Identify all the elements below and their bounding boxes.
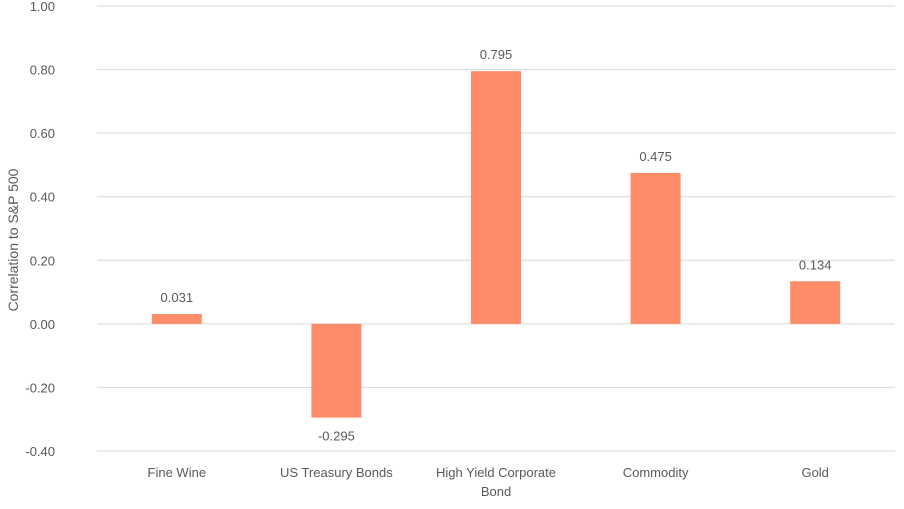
y-tick-label: 1.00 — [30, 0, 55, 14]
bar — [630, 172, 681, 324]
data-labels: 0.031 -0.295 0.795 0.475 0.134 — [161, 47, 832, 443]
x-tick-label: Commodity — [623, 465, 689, 480]
data-label: 0.031 — [161, 290, 194, 305]
data-label: -0.295 — [318, 429, 355, 444]
y-tick-label: 0.40 — [30, 190, 55, 205]
y-tick-label: -0.40 — [25, 444, 55, 459]
y-tick-label: 0.00 — [30, 317, 55, 332]
data-label: 0.475 — [639, 149, 672, 164]
y-axis-ticks: -0.40 -0.20 0.00 0.20 0.40 0.60 0.80 1.00 — [25, 0, 55, 459]
x-tick-label: Bond — [481, 484, 511, 499]
x-tick-label: Gold — [801, 465, 828, 480]
data-label: 0.795 — [480, 47, 513, 62]
x-tick-label: US Treasury Bonds — [280, 465, 393, 480]
y-tick-label: 0.80 — [30, 63, 55, 78]
y-axis-label: Correlation to S&P 500 — [5, 168, 21, 311]
y-tick-label: 0.20 — [30, 253, 55, 268]
y-tick-label: 0.60 — [30, 126, 55, 141]
bar — [151, 314, 202, 324]
x-tick-label: High Yield Corporate — [436, 465, 556, 480]
x-axis-ticks: Fine Wine US Treasury Bonds High Yield Cor… — [148, 465, 829, 499]
bar — [790, 281, 841, 324]
x-tick-label: Fine Wine — [148, 465, 207, 480]
y-tick-label: -0.20 — [25, 380, 55, 395]
bar — [311, 323, 362, 418]
bar — [471, 71, 521, 324]
data-label: 0.134 — [799, 257, 832, 272]
bars — [151, 71, 841, 418]
